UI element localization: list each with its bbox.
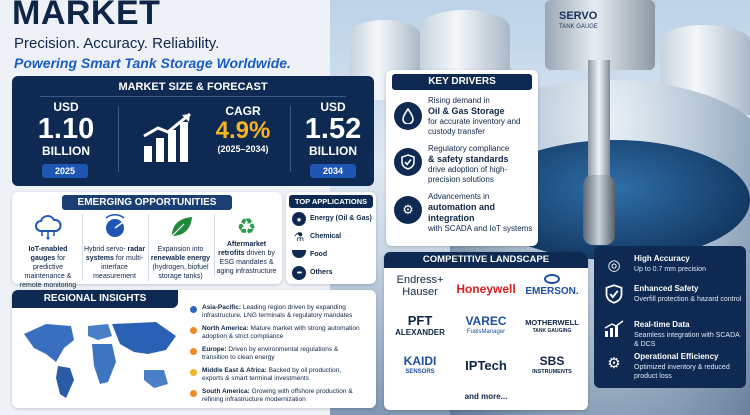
- gear-icon: ⚙: [607, 355, 621, 372]
- driver-item-oil-gas: Rising demand in Oil & Gas Storage for a…: [428, 96, 521, 136]
- advantage-desc-safety: Overfill protection & hazard control: [634, 296, 742, 303]
- logo-kaidi: KAIDI SENSORS: [403, 354, 437, 375]
- key-drivers-panel: KEY DRIVERS Rising demand in Oil & Gas S…: [386, 70, 538, 246]
- advantages-panel: ◎ High Accuracy Up to 0.7 mm precision E…: [594, 246, 746, 388]
- advantage-title-realtime: Real-time Data: [634, 320, 690, 329]
- key-drivers-heading: KEY DRIVERS: [392, 74, 532, 90]
- recycle-icon: ♻: [236, 214, 257, 239]
- flask-icon: ⚗: [293, 230, 305, 244]
- cagr-label: CAGR: [225, 104, 261, 118]
- advantage-desc-realtime: Seamless integration with SCADA & DCS: [634, 332, 740, 348]
- driver-item-regulatory: Regulatory compliance & safety standards…: [428, 144, 510, 184]
- application-energy: ● Energy (Oil & Gas): [292, 212, 376, 228]
- region-south-america: South America: Growing with offshore pro…: [202, 388, 353, 403]
- end-currency: USD: [320, 100, 346, 114]
- cloud-icon: [35, 215, 62, 240]
- opportunity-iot: IoT-enabled gauges for predictive mainte…: [16, 214, 80, 290]
- logo-sbs-instruments: SBS INSTRUMENTS: [532, 354, 572, 375]
- logo-motherwell: MOTHERWELL TANK GAUGING: [525, 318, 579, 334]
- advantage-title-efficiency: Operational Efficiency: [634, 352, 719, 361]
- advantage-desc-efficiency: Optimized inventory & reduced product lo…: [634, 364, 730, 380]
- driver-item-automation: Advancements in automation and integrati…: [428, 192, 533, 233]
- competitive-heading: COMPETITIVE LANDSCAPE: [384, 252, 588, 268]
- gauge-model: TANK GAUGE: [559, 24, 598, 30]
- regional-insights-panel: REGIONAL INSIGHTS Asia-Pacific: Leading …: [12, 290, 376, 408]
- drop-icon: ●: [292, 212, 306, 226]
- page-subtitle: Precision. Accuracy. Reliability.: [14, 35, 220, 52]
- more-companies-text: and more...: [464, 392, 508, 401]
- end-year-badge: 2034: [310, 164, 356, 178]
- start-currency: USD: [53, 100, 79, 114]
- shield-check-icon: [602, 284, 626, 308]
- drop-icon: [394, 102, 422, 130]
- region-europe: Europe: Driven by environmental regulati…: [202, 346, 339, 361]
- world-map: [24, 322, 176, 398]
- market-size-heading: MARKET SIZE & FORECAST: [118, 81, 268, 93]
- gauge-float: [583, 175, 615, 245]
- leaf-icon: [171, 217, 192, 237]
- cagr-period: (2025–2034): [217, 144, 269, 154]
- emerging-heading: EMERGING OPPORTUNITIES: [62, 195, 232, 210]
- shield-check-icon: [394, 148, 422, 176]
- opportunity-retrofits: ♻ Aftermarket retrofits driven by ESG ma…: [214, 214, 278, 276]
- opportunity-radar: Hybrid servo- radar systems for multi-in…: [82, 214, 146, 281]
- start-value: 1.10: [37, 113, 95, 145]
- radar-icon: [105, 214, 124, 237]
- start-unit: BILLION: [42, 144, 90, 158]
- bowl-icon: [292, 250, 306, 258]
- start-year-badge: 2025: [42, 164, 88, 178]
- end-unit: BILLION: [309, 144, 357, 158]
- applications-heading: TOP APPLICATIONS: [289, 195, 373, 208]
- logo-iptech: IPTech: [465, 358, 507, 373]
- logo-emerson: EMERSON.: [520, 274, 584, 310]
- competitive-landscape-panel: COMPETITIVE LANDSCAPE Endress+ Hauser Ho…: [384, 252, 588, 410]
- region-asia-pacific: Asia-Pacific: Leading region driven by e…: [202, 304, 353, 319]
- page-tagline: Powering Smart Tank Storage Worldwide.: [14, 55, 291, 71]
- gauge-brand: SERVO: [559, 10, 598, 22]
- region-middle-east-africa: Middle East & Africa: Backed by oil prod…: [202, 367, 342, 382]
- market-size-panel: MARKET SIZE & FORECAST USD 1.10 BILLION …: [12, 76, 374, 186]
- dots-icon: •••: [292, 266, 306, 280]
- application-chemical: ⚗ Chemical: [293, 230, 342, 244]
- application-food: Food: [292, 248, 376, 264]
- bar-chart-icon: [602, 320, 626, 344]
- advantage-title-accuracy: High Accuracy: [634, 254, 690, 263]
- growth-chart-icon: [143, 112, 191, 162]
- application-others: ••• Others: [292, 266, 376, 282]
- gear-icon: ⚙: [394, 196, 422, 224]
- region-north-america: North America: Mature market with strong…: [202, 325, 360, 340]
- logo-pft-alexander: PFT ALEXANDER: [395, 313, 445, 338]
- logo-varec: VAREC FuelsManager: [465, 314, 507, 335]
- regional-heading: REGIONAL INSIGHTS: [12, 290, 178, 308]
- page-title: MARKET: [12, 0, 161, 32]
- opportunity-renewable: Expansion into renewable energy (hydroge…: [148, 214, 212, 281]
- emerging-opportunities-panel: EMERGING OPPORTUNITIES IoT-enabled gauge…: [12, 192, 282, 289]
- cagr-value: 4.9%: [215, 117, 271, 144]
- servo-gauge-device: SERVO TANK GAUGE: [545, 0, 655, 70]
- logo-honeywell: Honeywell: [456, 282, 516, 296]
- target-icon: ◎: [607, 257, 621, 274]
- logo-endress-hauser: Endress+ Hauser: [396, 274, 444, 298]
- advantage-title-safety: Enhanced Safety: [634, 284, 699, 293]
- end-value: 1.52: [304, 113, 362, 145]
- advantage-desc-accuracy: Up to 0.7 mm precision: [634, 266, 706, 273]
- top-applications-panel: TOP APPLICATIONS ● Energy (Oil & Gas) ⚗ …: [286, 192, 376, 284]
